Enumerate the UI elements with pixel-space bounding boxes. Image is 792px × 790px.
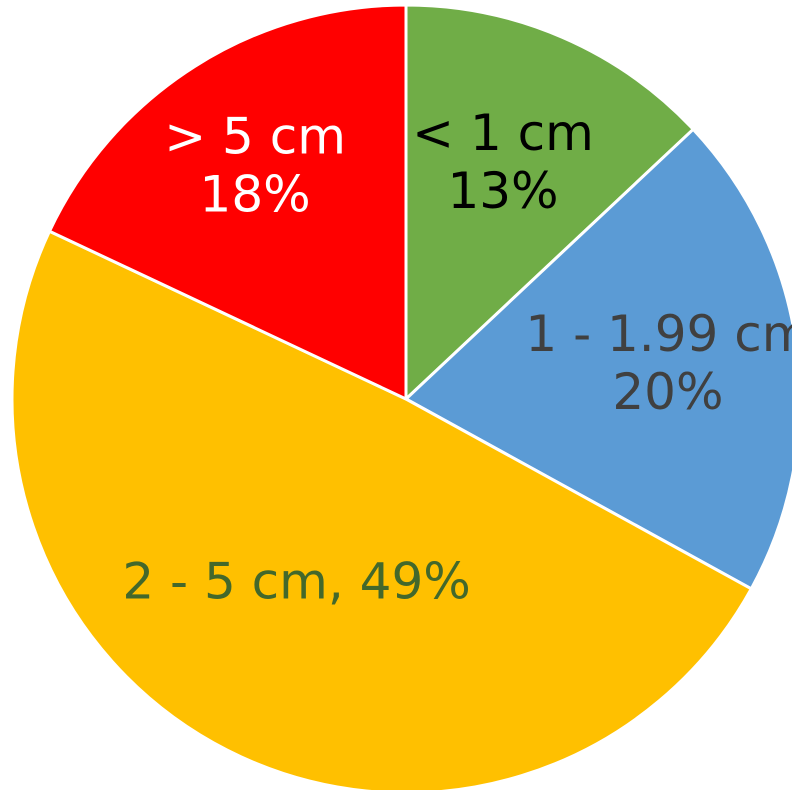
pie-slice-1-1-99-cm	[404, 127, 792, 591]
pie-slice-5-cm	[47, 3, 408, 401]
data-label-category: < 1 cm	[412, 103, 594, 161]
data-label-percent: 20%	[612, 362, 723, 420]
data-label-2-5-cm: 2 - 5 cm, 49%	[122, 552, 470, 610]
pie-slice-1-cm	[404, 3, 695, 401]
pie-slices	[10, 3, 792, 790]
data-label-percent: 13%	[447, 161, 558, 219]
data-label-1-cm: < 1 cm 13%	[412, 103, 594, 219]
data-label-category: 1 - 1.99 cm	[525, 304, 792, 362]
data-label-1-1-99-cm: 1 - 1.99 cm 20%	[525, 304, 792, 420]
pie-labels: < 1 cm 13% 1 - 1.99 cm 20% 2 - 5 cm, 49% > 5 …	[122, 103, 792, 610]
data-label-5-cm: > 5 cm 18%	[164, 107, 346, 223]
data-label-category: > 5 cm	[164, 107, 346, 165]
pie-slice-2-5-cm	[10, 229, 753, 790]
data-label-percent: 18%	[200, 165, 311, 223]
data-label-text: 2 - 5 cm, 49%	[122, 552, 470, 610]
